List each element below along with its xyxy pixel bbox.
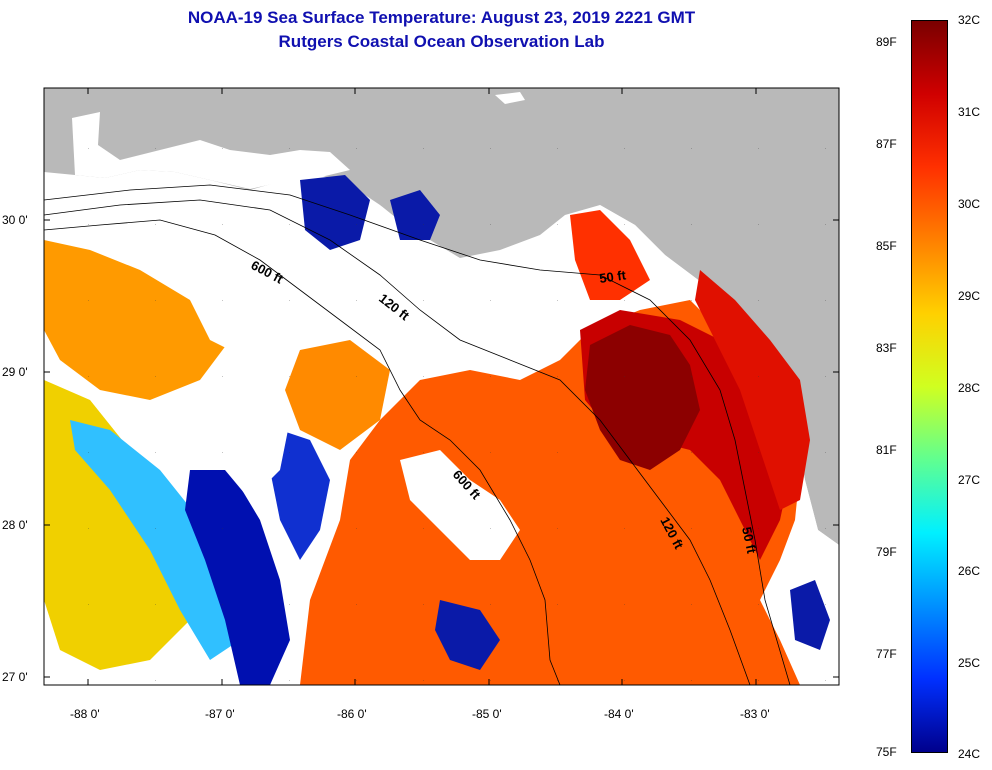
contour-label-50ft-south: 50 ft (739, 526, 759, 556)
colorbar-c-32: 32C (958, 13, 981, 27)
contour-600ft (43, 219, 561, 686)
lat-tick-28: 28 0' (2, 518, 28, 532)
lat-tick-29: 29 0' (2, 365, 28, 379)
colorbar-f-81: 81F (876, 443, 897, 457)
contour-label-50ft-north: 50 ft (598, 267, 627, 286)
axis-ticks (44, 88, 839, 685)
chart-subtitle: Rutgers Coastal Ocean Observation Lab (278, 32, 605, 51)
lat-tick-30: 30 0' (2, 213, 28, 227)
lon-tick-84: -84 0' (604, 707, 634, 721)
colorbar-f-87: 87F (876, 137, 897, 151)
colorbar-f-85: 85F (876, 239, 897, 253)
colorbar-f-89: 89F (876, 35, 897, 49)
colorbar-f-75: 75F (876, 745, 897, 759)
lat-tick-27: 27 0' (2, 670, 28, 684)
graticule (44, 88, 839, 685)
colorbar-c-26: 26C (958, 564, 981, 578)
lon-tick-88: -88 0' (70, 707, 100, 721)
lon-tick-86: -86 0' (337, 707, 367, 721)
colorbar-f-79: 79F (876, 545, 897, 559)
colorbar-c-27: 27C (958, 473, 981, 487)
colorbar-f-77: 77F (876, 647, 897, 661)
colorbar-f-83: 83F (876, 341, 897, 355)
chart-title: NOAA-19 Sea Surface Temperature: August … (187, 8, 696, 27)
contour-50ft (43, 184, 791, 686)
lon-tick-83: -83 0' (740, 707, 770, 721)
colorbar-c-29: 29C (958, 289, 981, 303)
temperature-colorbar (911, 20, 948, 753)
contour-120ft (43, 199, 751, 686)
colorbar-c-28: 28C (958, 381, 981, 395)
colorbar-c-30: 30C (958, 197, 981, 211)
map-frame (43, 87, 840, 686)
colorbar-c-31: 31C (958, 105, 981, 119)
colorbar-c-25: 25C (958, 656, 981, 670)
lon-tick-85: -85 0' (472, 707, 502, 721)
colorbar-c-24: 24C (958, 747, 981, 761)
lon-tick-87: -87 0' (205, 707, 235, 721)
